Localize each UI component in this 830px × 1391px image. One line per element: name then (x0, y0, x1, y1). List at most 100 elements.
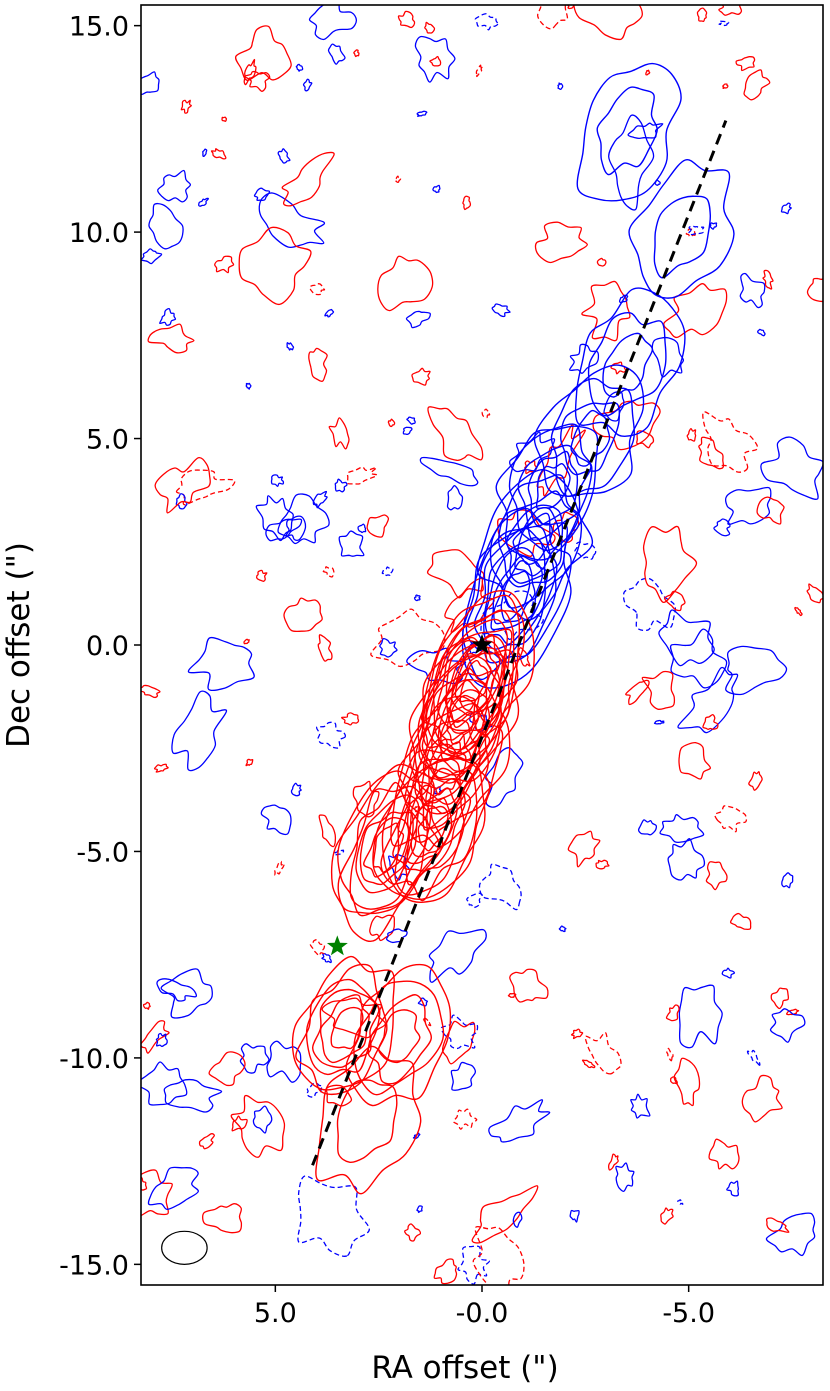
noise-contour (147, 1166, 199, 1210)
series-1-peak-3-contour (402, 778, 466, 872)
series-0-peak-2-contour (508, 423, 593, 552)
noise-contour (429, 55, 442, 67)
noise-contour (214, 255, 235, 274)
noise-contour (370, 608, 446, 668)
noise-contour (702, 713, 719, 730)
axis-ticks: 5.0 -0.0 -5.0 15.0 10.0 5.0 0.0 -5.0 -10.0 -15.0 (59, 12, 715, 1329)
x-tick-label: 5.0 (254, 1298, 297, 1329)
series-0-peak-6-contour (576, 62, 682, 202)
noise-contour (698, 436, 725, 470)
series-0-peak-3-contour (550, 377, 635, 497)
series-0-peak-1-contour (512, 507, 561, 577)
series-1-peak-2-contour (421, 719, 481, 815)
noise-contour (595, 859, 610, 870)
noise-contour (385, 928, 408, 944)
noise-contour (210, 148, 227, 160)
series-1-peak-1-contour (446, 694, 476, 745)
noise-contour (274, 860, 285, 876)
noise-contour (696, 7, 708, 23)
noise-contour (475, 64, 484, 78)
source-star-marker (471, 634, 493, 654)
noise-contour (297, 1175, 370, 1257)
noise-contour (509, 968, 549, 1003)
noise-contour (153, 763, 169, 773)
noise-contour (722, 83, 729, 90)
series-1-peak-7-contour (315, 1045, 422, 1195)
noise-contour (472, 1226, 525, 1285)
noise-contour (452, 1108, 478, 1130)
noise-contour (584, 1032, 622, 1075)
noise-contour (741, 1074, 783, 1123)
noise-contour (666, 1047, 674, 1062)
noise-contour (406, 416, 416, 425)
noise-contour (243, 638, 250, 645)
series-1-peak-4-contour (359, 811, 414, 886)
noise-contour (471, 1185, 539, 1244)
noise-contour (630, 1093, 651, 1119)
noise-contour (677, 1199, 684, 1205)
noise-contour (450, 1061, 476, 1091)
noise-contour (286, 342, 295, 351)
noise-contour (497, 509, 556, 557)
noise-contour (381, 566, 394, 577)
series-0-peak-2-contour (527, 450, 579, 527)
noise-contour (457, 1245, 491, 1285)
noise-contour (419, 456, 479, 487)
noise-contour (308, 5, 358, 41)
series-1-peak-5-contour (295, 963, 388, 1096)
noise-contour (610, 361, 627, 375)
noise-contour (159, 308, 177, 326)
noise-contour (255, 495, 294, 542)
noise-contour (141, 1061, 188, 1106)
noise-contour (735, 56, 756, 72)
y-tick-label: 0.0 (86, 631, 129, 662)
noise-contour (678, 984, 723, 1049)
noise-contour (411, 367, 431, 386)
noise-contour (424, 21, 436, 34)
overlays (161, 120, 728, 1265)
series-1-peak-4-contour (349, 781, 428, 910)
noise-contour (387, 418, 396, 428)
series-1-peak-0-contour (436, 618, 509, 732)
series-1-peak-5-contour (311, 988, 380, 1069)
noise-contour (444, 577, 495, 634)
noise-contour (315, 721, 346, 749)
noise-contour (402, 426, 413, 436)
noise-contour (641, 670, 676, 711)
series-1-peak-0-contour (454, 652, 492, 712)
noise-contour (642, 525, 698, 604)
noise-contour (256, 569, 268, 582)
series-1-contours (291, 590, 535, 1195)
noise-contour (636, 430, 655, 449)
noise-contour (665, 1004, 680, 1022)
noise-contour (198, 1133, 215, 1150)
noise-contour (673, 1057, 701, 1107)
noise-contour (202, 148, 208, 158)
noise-contour (739, 272, 766, 309)
noise-contour (141, 1020, 170, 1054)
noise-contour (488, 1099, 551, 1143)
noise-contour (394, 175, 402, 183)
noise-contour (663, 283, 728, 339)
noise-contour (405, 310, 431, 329)
series-1-peak-3-contour (380, 758, 478, 902)
y-tick-label: -15.0 (59, 1250, 129, 1281)
series-1-peak-0-contour (444, 633, 503, 729)
noise-contour (175, 493, 188, 510)
noise-contour (432, 184, 441, 194)
y-tick-label: 10.0 (69, 218, 129, 249)
series-1-peak-5-contour (319, 994, 370, 1064)
noise-contour (413, 594, 421, 602)
noise-contour (756, 496, 785, 525)
noise-contour (481, 408, 491, 419)
x-axis-label: RA offset (") (371, 1350, 558, 1386)
series-1-peak-6-contour (345, 963, 452, 1107)
series-1-peak-2-contour (404, 702, 489, 829)
noise-contour (685, 228, 696, 238)
noise-contour (341, 712, 360, 726)
noise-contour (441, 1020, 476, 1065)
series-1-peak-0-contour (459, 659, 489, 703)
noise-contour (670, 1076, 678, 1085)
series-0-peak-0-contour (490, 555, 544, 631)
companion-star-marker (326, 935, 348, 956)
